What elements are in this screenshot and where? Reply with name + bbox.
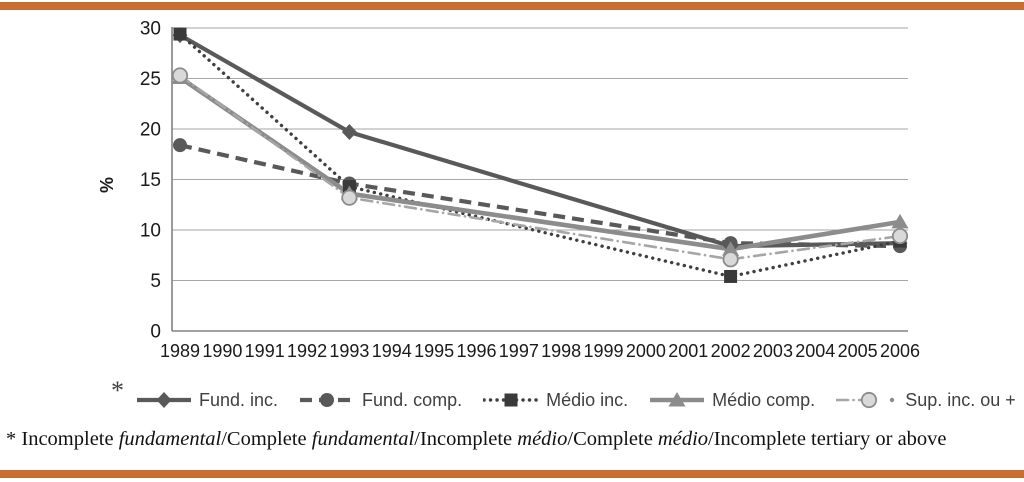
series-line-1 (179, 143, 901, 249)
y-tick-label: 25 (140, 69, 161, 90)
legend-entry-4: Sup. inc. ou + (836, 390, 1016, 411)
legend-label: Médio inc. (546, 389, 629, 410)
bottom-accent-bar (0, 470, 1024, 478)
legend-sample-circle-light-icon (836, 391, 895, 409)
footnote-term-italic: médio (657, 428, 709, 450)
data-point-marker-square (504, 393, 518, 407)
x-tick-label: 1994 (372, 341, 412, 361)
data-point-marker-square (724, 269, 738, 283)
legend-asterisk: * (111, 376, 124, 405)
x-tick-label: 1996 (456, 341, 496, 361)
series-line-3 (178, 75, 901, 252)
legend-label: Fund. inc. (199, 389, 279, 410)
y-tick-label: 15 (140, 170, 161, 191)
legend-label: Médio comp. (712, 389, 816, 410)
x-tick-label: 1991 (245, 341, 285, 361)
x-tick-label: 2000 (626, 341, 666, 361)
y-tick-label: 30 (140, 19, 161, 40)
footnote-term-italic: fundamental (311, 428, 415, 450)
x-tick-label: 1993 (329, 341, 369, 361)
data-point-marker-circle-light (722, 251, 739, 268)
legend-sample-circle-icon (300, 393, 355, 407)
x-tick-label: 2004 (795, 341, 835, 361)
footnote-text: /Incomplete (414, 428, 518, 450)
data-point-marker-triangle (722, 241, 740, 256)
footnote-term-italic: médio (517, 428, 568, 450)
data-point-marker-circle (173, 138, 187, 153)
data-point-marker-circle-light (891, 227, 909, 245)
top-accent-bar (0, 2, 1024, 10)
chart-legend: Fund. inc. Fund. comp. Médio inc. Médio com… (136, 386, 1016, 414)
y-axis-title: % (97, 177, 117, 193)
legend-entry-0: Fund. inc. (136, 390, 278, 411)
x-tick-label: 2002 (711, 341, 751, 361)
legend-label: Sup. inc. ou + (905, 389, 1016, 410)
series-line-4 (178, 74, 902, 261)
legend-dot (889, 397, 895, 403)
legend-sample-diamond-icon (137, 392, 191, 408)
footnote-text: * Incomplete (6, 428, 119, 450)
y-tick-label: 5 (150, 271, 161, 292)
x-tick-label: 1998 (541, 341, 581, 361)
y-tick-label: 10 (140, 221, 161, 242)
x-tick-label: 1990 (202, 341, 242, 361)
x-tick-label: 2003 (753, 341, 793, 361)
x-tick-label: 1997 (499, 341, 539, 361)
data-point-marker-diamond (341, 124, 357, 141)
data-point-marker-circle-light (171, 67, 189, 84)
series-line-2 (178, 32, 902, 279)
series-line-0 (178, 33, 901, 249)
x-tick-label: 1995 (414, 341, 454, 361)
x-tick-label: 1999 (584, 341, 624, 361)
data-point-marker-triangle (891, 213, 909, 229)
data-point-marker-circle-light (861, 391, 878, 409)
x-tick-label: 1989 (160, 341, 200, 361)
legend-entry-3: Médio comp. (649, 390, 815, 411)
x-tick-label: 2005 (838, 341, 878, 361)
legend-entry-1: Fund. comp. (299, 390, 462, 411)
legend-sample-square-icon (483, 393, 540, 407)
footnote-text: /Complete (221, 428, 312, 450)
legend-entry-2: Médio inc. (483, 390, 628, 411)
data-point-marker-square (173, 27, 187, 41)
legend-label: Fund. comp. (362, 389, 463, 410)
data-point-marker-circle-light (341, 189, 358, 206)
x-tick-label: 1992 (287, 341, 327, 361)
y-tick-label: 20 (140, 120, 161, 141)
footnote: * Incomplete fundamental/Complete fundam… (6, 428, 1020, 451)
footnote-text: /Incomplete tertiary or above (708, 428, 947, 450)
legend-sample-triangle-icon (650, 392, 705, 407)
x-tick-label: 2006 (880, 341, 920, 361)
footnote-text: /Complete (567, 428, 658, 450)
data-point-marker-circle (320, 393, 335, 407)
data-point-marker-triangle (668, 392, 686, 407)
x-tick-label: 2001 (668, 341, 708, 361)
y-tick-label: 0 (150, 322, 161, 343)
footnote-term-italic: fundamental (118, 428, 222, 450)
data-point-marker-diamond (156, 392, 172, 408)
